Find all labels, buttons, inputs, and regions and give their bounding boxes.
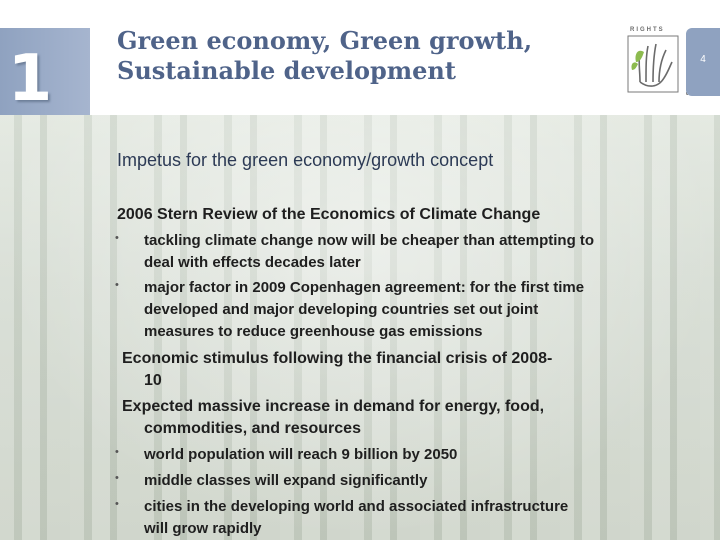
- list-item: middle classes will expand significantly: [144, 472, 428, 489]
- bullet-marker: •: [115, 498, 119, 510]
- slide-title: Green economy, Green growth, Sustainable…: [117, 26, 577, 86]
- subheading: Impetus for the green economy/growth con…: [117, 150, 494, 170]
- section-number: 1: [7, 42, 53, 116]
- section2-line-1: Economic stimulus following the financia…: [122, 350, 553, 367]
- title-line-1: Green economy, Green growth,: [117, 26, 533, 55]
- bullet-marker: •: [115, 446, 119, 458]
- section3-line-1: Expected massive increase in demand for …: [122, 398, 545, 415]
- section3-line-2: commodities, and resources: [144, 420, 361, 437]
- bullet-marker: •: [115, 472, 119, 484]
- section2-line-2: 10: [144, 372, 162, 389]
- slide-header: 1 Green economy, Green growth, Sustainab…: [0, 0, 720, 116]
- forest-background: [0, 115, 720, 540]
- list-item: tackling climate change now will be chea…: [144, 232, 595, 271]
- hand-leaf-icon: [627, 35, 679, 93]
- section-number-box: 1: [0, 0, 90, 116]
- list-item: major factor in 2009 Copenhagen agreemen…: [144, 279, 585, 340]
- bullet-marker: •: [115, 279, 119, 291]
- section1-heading: 2006 Stern Review of the Economics of Cl…: [117, 206, 541, 223]
- page-number: 4: [700, 54, 706, 65]
- page-number-tab: 4: [686, 28, 720, 96]
- list-item: cities in the developing world and assoc…: [144, 498, 569, 537]
- list-item: world population will reach 9 billion by…: [144, 446, 458, 463]
- logo-text-top: RIGHTS: [630, 27, 665, 33]
- bullet-marker: •: [115, 232, 119, 244]
- title-line-2: Sustainable development: [117, 56, 456, 85]
